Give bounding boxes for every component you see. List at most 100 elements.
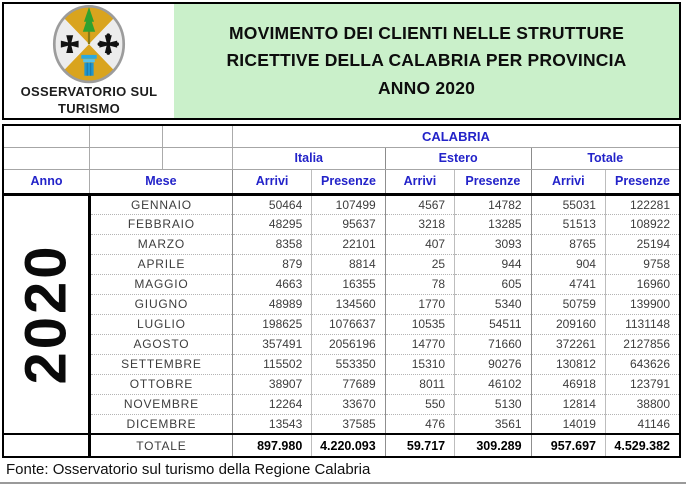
observatory-label-line1: OSSERVATORIO SUL — [20, 84, 158, 100]
value-cell: 2056196 — [311, 334, 386, 355]
movement-data-table: CALABRIA Italia Estero Totale Anno Mese … — [2, 124, 681, 458]
col-header-arrivi-italia: Arrivi — [232, 169, 313, 196]
month-cell: SETTEMBRE — [89, 354, 233, 375]
col-header-presenze-italia: Presenze — [311, 169, 386, 196]
value-cell: 3218 — [385, 214, 456, 235]
value-cell: 357491 — [232, 334, 313, 355]
value-cell: 25 — [385, 254, 456, 275]
empty-cell — [162, 147, 233, 170]
month-cell: GENNAIO — [89, 194, 233, 215]
month-cell: DICEMBRE — [89, 414, 233, 435]
value-cell: 4663 — [232, 274, 313, 295]
table-row: MAGGIO 4663 16355 78 605 4741 16960 — [3, 274, 680, 295]
value-cell: 1076637 — [311, 314, 386, 335]
value-cell: 5340 — [454, 294, 532, 315]
value-cell: 550 — [385, 394, 456, 415]
observatory-logo-block: OSSERVATORIO SUL TURISMO — [4, 4, 174, 118]
report-title-line3: ANNO 2020 — [377, 77, 476, 98]
value-cell: 643626 — [605, 354, 680, 375]
value-cell: 107499 — [311, 194, 386, 215]
observatory-label: OSSERVATORIO SUL TURISMO — [21, 84, 158, 118]
total-row: TOTALE 897.980 4.220.093 59.717 309.289 … — [3, 433, 680, 457]
value-cell: 13285 — [454, 214, 532, 235]
value-cell: 46918 — [531, 374, 606, 395]
year-cell: 2020 — [3, 194, 91, 435]
value-cell: 605 — [454, 274, 532, 295]
value-cell: 22101 — [311, 234, 386, 255]
value-cell: 1770 — [385, 294, 456, 315]
value-cell: 71660 — [454, 334, 532, 355]
col-header-arrivi-estero: Arrivi — [385, 169, 456, 196]
value-cell: 78 — [385, 274, 456, 295]
table-row: APRILE 879 8814 25 944 904 9758 — [3, 254, 680, 275]
value-cell: 123791 — [605, 374, 680, 395]
total-label: TOTALE — [89, 433, 233, 457]
value-cell: 51513 — [531, 214, 606, 235]
col-header-mese: Mese — [89, 169, 233, 196]
value-cell: 139900 — [605, 294, 680, 315]
value-cell: 14782 — [454, 194, 532, 215]
value-cell: 10535 — [385, 314, 456, 335]
value-cell: 41146 — [605, 414, 680, 435]
value-cell: 8011 — [385, 374, 456, 395]
year-label: 2020 — [13, 243, 79, 385]
report-header-banner: OSSERVATORIO SUL TURISMO MOVIMENTO DEI C… — [2, 2, 681, 120]
value-cell: 55031 — [531, 194, 606, 215]
value-cell: 14770 — [385, 334, 456, 355]
month-cell: GIUGNO — [89, 294, 233, 315]
value-cell: 209160 — [531, 314, 606, 335]
column-header-row: Anno Mese Arrivi Presenze Arrivi Presenz… — [3, 169, 680, 196]
value-cell: 90276 — [454, 354, 532, 375]
empty-cell — [3, 433, 91, 457]
value-cell: 553350 — [311, 354, 386, 375]
total-value-cell: 309.289 — [454, 433, 532, 457]
report-title-line2: RICETTIVE DELLA CALABRIA PER PROVINCIA — [226, 50, 627, 71]
value-cell: 16355 — [311, 274, 386, 295]
value-cell: 134560 — [311, 294, 386, 315]
month-cell: NOVEMBRE — [89, 394, 233, 415]
value-cell: 476 — [385, 414, 456, 435]
empty-cell — [89, 147, 164, 170]
value-cell: 3561 — [454, 414, 532, 435]
value-cell: 944 — [454, 254, 532, 275]
value-cell: 4567 — [385, 194, 456, 215]
value-cell: 16960 — [605, 274, 680, 295]
value-cell: 122281 — [605, 194, 680, 215]
value-cell: 48295 — [232, 214, 313, 235]
value-cell: 372261 — [531, 334, 606, 355]
table-row: DICEMBRE 13543 37585 476 3561 14019 4114… — [3, 414, 680, 435]
table-row: GIUGNO 48989 134560 1770 5340 50759 1399… — [3, 294, 680, 315]
month-cell: APRILE — [89, 254, 233, 275]
group-header-totale: Totale — [531, 147, 680, 170]
value-cell: 904 — [531, 254, 606, 275]
table-row: NOVEMBRE 12264 33670 550 5130 12814 3880… — [3, 394, 680, 415]
value-cell: 12814 — [531, 394, 606, 415]
month-cell: LUGLIO — [89, 314, 233, 335]
source-footnote: Fonte: Osservatorio sul turismo della Re… — [6, 461, 371, 478]
empty-cell — [89, 125, 164, 148]
value-cell: 8765 — [531, 234, 606, 255]
value-cell: 15310 — [385, 354, 456, 375]
value-cell: 5130 — [454, 394, 532, 415]
value-cell: 1131148 — [605, 314, 680, 335]
value-cell: 48989 — [232, 294, 313, 315]
value-cell: 130812 — [531, 354, 606, 375]
value-cell: 77689 — [311, 374, 386, 395]
value-cell: 14019 — [531, 414, 606, 435]
total-value-cell: 4.220.093 — [311, 433, 386, 457]
value-cell: 115502 — [232, 354, 313, 375]
empty-cell — [3, 125, 90, 148]
value-cell: 3093 — [454, 234, 532, 255]
total-value-cell: 897.980 — [232, 433, 313, 457]
table-row: FEBBRAIO 48295 95637 3218 13285 51513 10… — [3, 214, 680, 235]
value-cell: 38907 — [232, 374, 313, 395]
region-header-row: CALABRIA — [3, 125, 680, 148]
value-cell: 198625 — [232, 314, 313, 335]
value-cell: 9758 — [605, 254, 680, 275]
value-cell: 50464 — [232, 194, 313, 215]
observatory-label-line2: TURISMO — [57, 101, 121, 117]
value-cell: 46102 — [454, 374, 532, 395]
table-row: OTTOBRE 38907 77689 8011 46102 46918 123… — [3, 374, 680, 395]
group-header-estero: Estero — [385, 147, 532, 170]
